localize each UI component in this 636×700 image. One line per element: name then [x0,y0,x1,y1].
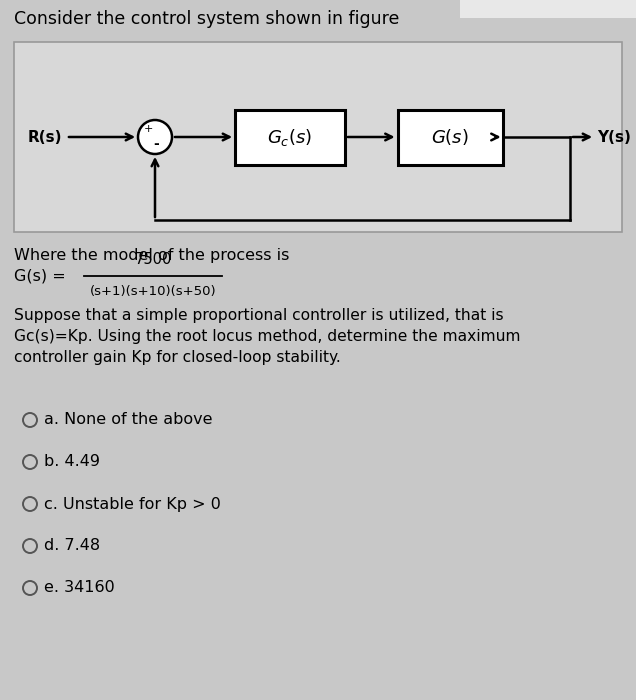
FancyBboxPatch shape [235,109,345,164]
Text: G(s) =: G(s) = [14,269,71,284]
Text: 7500: 7500 [134,252,172,267]
Text: +: + [143,124,153,134]
Text: Suppose that a simple proportional controller is utilized, that is: Suppose that a simple proportional contr… [14,308,504,323]
FancyBboxPatch shape [14,42,622,232]
Text: $G_c(s)$: $G_c(s)$ [267,127,313,148]
Text: a. None of the above: a. None of the above [44,412,212,428]
Text: R(s): R(s) [28,130,62,144]
Text: -: - [153,137,159,151]
FancyBboxPatch shape [398,109,502,164]
Text: d. 7.48: d. 7.48 [44,538,100,554]
Text: c. Unstable for Kp > 0: c. Unstable for Kp > 0 [44,496,221,512]
Text: Consider the control system shown in figure: Consider the control system shown in fig… [14,10,399,28]
Text: Gc(s)=Kp. Using the root locus method, determine the maximum: Gc(s)=Kp. Using the root locus method, d… [14,329,520,344]
Text: b. 4.49: b. 4.49 [44,454,100,470]
Text: (s+1)(s+10)(s+50): (s+1)(s+10)(s+50) [90,285,216,298]
Text: e. 34160: e. 34160 [44,580,114,596]
Text: Y(s): Y(s) [597,130,631,144]
Text: $G(s)$: $G(s)$ [431,127,469,147]
FancyBboxPatch shape [460,0,636,18]
Text: Where the model of the process is: Where the model of the process is [14,248,289,263]
Circle shape [138,120,172,154]
Text: controller gain Kp for closed-loop stability.: controller gain Kp for closed-loop stabi… [14,350,341,365]
